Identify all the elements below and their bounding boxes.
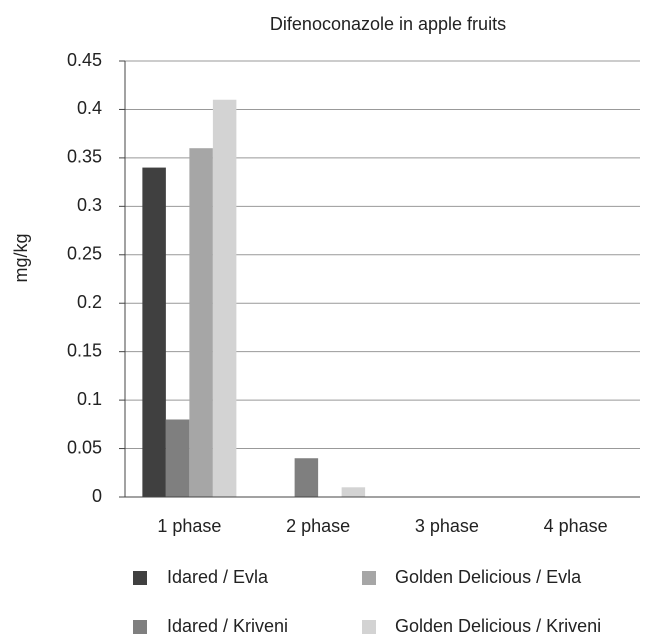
y-tick-label: 0.15: [67, 340, 102, 360]
bar: [189, 148, 213, 497]
legend-label: Idared / Evla: [167, 567, 269, 587]
x-tick-label: 4 phase: [544, 516, 608, 536]
y-tick-label: 0.2: [77, 292, 102, 312]
y-tick-label: 0.25: [67, 244, 102, 264]
y-tick-label: 0.35: [67, 147, 102, 167]
bar: [212, 99, 237, 497]
chart-title: Difenoconazole in apple fruits: [270, 14, 506, 34]
x-tick-label: 1 phase: [157, 516, 221, 536]
legend-swatch: [362, 571, 376, 585]
y-tick-label: 0.4: [77, 98, 102, 118]
legend-swatch: [133, 620, 147, 634]
bar: [165, 419, 190, 497]
y-tick-label: 0.45: [67, 50, 102, 70]
bar: [341, 487, 366, 497]
y-tick-label: 0: [92, 486, 102, 506]
legend-label: Golden Delicious / Kriveni: [395, 616, 601, 636]
y-tick-label: 0.3: [77, 195, 102, 215]
legend-swatch: [133, 571, 147, 585]
x-tick-label: 3 phase: [415, 516, 479, 536]
y-tick-label: 0.05: [67, 437, 102, 457]
legend-label: Idared / Kriveni: [167, 616, 288, 636]
y-axis-label: mg/kg: [11, 233, 31, 282]
bar: [294, 458, 319, 497]
bar: [142, 167, 166, 498]
legend-swatch: [362, 620, 376, 634]
y-tick-label: 0.1: [77, 389, 102, 409]
x-tick-label: 2 phase: [286, 516, 350, 536]
legend-label: Golden Delicious / Evla: [395, 567, 582, 587]
